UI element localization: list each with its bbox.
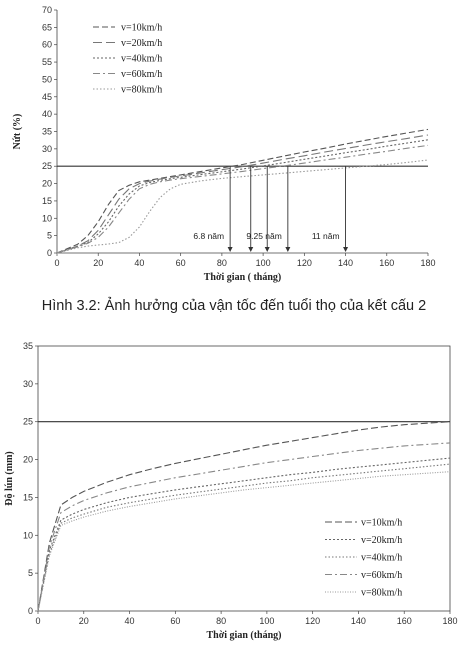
marker-arrow-4 — [285, 247, 291, 252]
settlement-chart: 0 5 10 15 20 25 30 35 0 20 40 60 80 100 120 140 160 180 Th… — [4, 341, 458, 641]
series-line-5 — [56, 159, 429, 254]
y-tick-label: 40 — [42, 109, 52, 119]
x-tick-label: 100 — [259, 616, 274, 626]
series-line-2 — [37, 457, 451, 612]
series-line-1 — [37, 421, 451, 612]
marker-label-1: 6.8 năm — [193, 231, 224, 241]
marker-arrow-3 — [264, 247, 270, 252]
crack-chart: 0 5 10 15 20 25 30 35 40 45 50 55 60 65 70 0 20 40 60 80 100… — [12, 5, 436, 283]
x-tick-label: 20 — [93, 258, 103, 268]
y-tick-label: 60 — [42, 40, 52, 50]
x-tick-label: 100 — [256, 258, 271, 268]
series-line-1 — [56, 128, 429, 254]
y-tick-label: 45 — [42, 92, 52, 102]
x-axis-title: Thời gian (tháng) — [207, 630, 282, 641]
x-tick-label: 40 — [134, 258, 144, 268]
y-tick-label: 65 — [42, 22, 52, 32]
y-tick-label: 25 — [23, 417, 33, 427]
x-tick-label: 160 — [397, 616, 412, 626]
marker-arrow-2 — [248, 247, 254, 252]
x-tick-label: 0 — [54, 258, 59, 268]
y-axis-title: Độ lún (mm) — [4, 451, 15, 505]
legend-label-4: v=60km/h — [361, 570, 402, 581]
legend-label-3: v=40km/h — [121, 54, 162, 65]
marker-arrow-1 — [227, 247, 233, 252]
series-line-5 — [37, 471, 451, 612]
legend-label-2: v=20km/h — [121, 38, 162, 49]
x-tick-label: 80 — [217, 258, 227, 268]
y-tick-label: 30 — [42, 144, 52, 154]
legend-label-3: v=40km/h — [361, 553, 402, 564]
x-tick-label: 180 — [420, 258, 435, 268]
x-tick-label: 60 — [176, 258, 186, 268]
x-tick-label: 40 — [125, 616, 135, 626]
legend-label-5: v=80km/h — [121, 85, 162, 96]
y-tick-label: 35 — [23, 341, 33, 351]
y-tick-label: 70 — [42, 5, 52, 15]
y-tick-label: 50 — [42, 74, 52, 84]
legend-label-2: v=20km/h — [361, 535, 402, 546]
series-line-2 — [56, 134, 429, 254]
y-tick-label: 5 — [28, 568, 33, 578]
x-tick-label: 160 — [379, 258, 394, 268]
series-line-4 — [37, 442, 451, 612]
y-tick-label: 35 — [42, 127, 52, 137]
y-axis-title: Nứt (%) — [12, 114, 23, 150]
legend-label-4: v=60km/h — [121, 69, 162, 80]
x-tick-label: 140 — [338, 258, 353, 268]
marker-label-4: 9.25 năm — [246, 231, 281, 241]
y-tick-label: 0 — [47, 248, 52, 258]
plot-frame — [37, 345, 451, 612]
marker-label-5: 11 năm — [312, 231, 340, 241]
y-tick-label: 5 — [47, 231, 52, 241]
marker-arrow-5 — [343, 247, 349, 252]
series-line-4 — [56, 144, 429, 254]
y-tick-label: 25 — [42, 161, 52, 171]
y-tick-label: 10 — [23, 530, 33, 540]
series-line-3 — [56, 139, 429, 254]
figure-caption: Hình 3.2: Ảnh hưởng của vận tốc đến tuổi… — [41, 298, 427, 314]
x-tick-label: 20 — [79, 616, 89, 626]
x-axis-title: Thời gian ( tháng) — [204, 272, 282, 283]
y-tick-label: 15 — [42, 196, 52, 206]
x-tick-label: 180 — [442, 616, 457, 626]
x-tick-label: 120 — [297, 258, 312, 268]
x-tick-label: 60 — [170, 616, 180, 626]
legend-label-1: v=10km/h — [361, 518, 402, 529]
y-tick-label: 30 — [23, 379, 33, 389]
y-tick-label: 15 — [23, 492, 33, 502]
y-tick-label: 20 — [42, 179, 52, 189]
x-tick-label: 140 — [351, 616, 366, 626]
x-tick-label: 0 — [35, 616, 40, 626]
legend-label-5: v=80km/h — [361, 588, 402, 599]
y-tick-label: 10 — [42, 213, 52, 223]
legend-label-1: v=10km/h — [121, 23, 162, 34]
y-tick-label: 20 — [23, 455, 33, 465]
x-tick-label: 80 — [216, 616, 226, 626]
y-tick-label: 0 — [28, 606, 33, 616]
x-tick-label: 120 — [305, 616, 320, 626]
y-tick-label: 55 — [42, 57, 52, 67]
